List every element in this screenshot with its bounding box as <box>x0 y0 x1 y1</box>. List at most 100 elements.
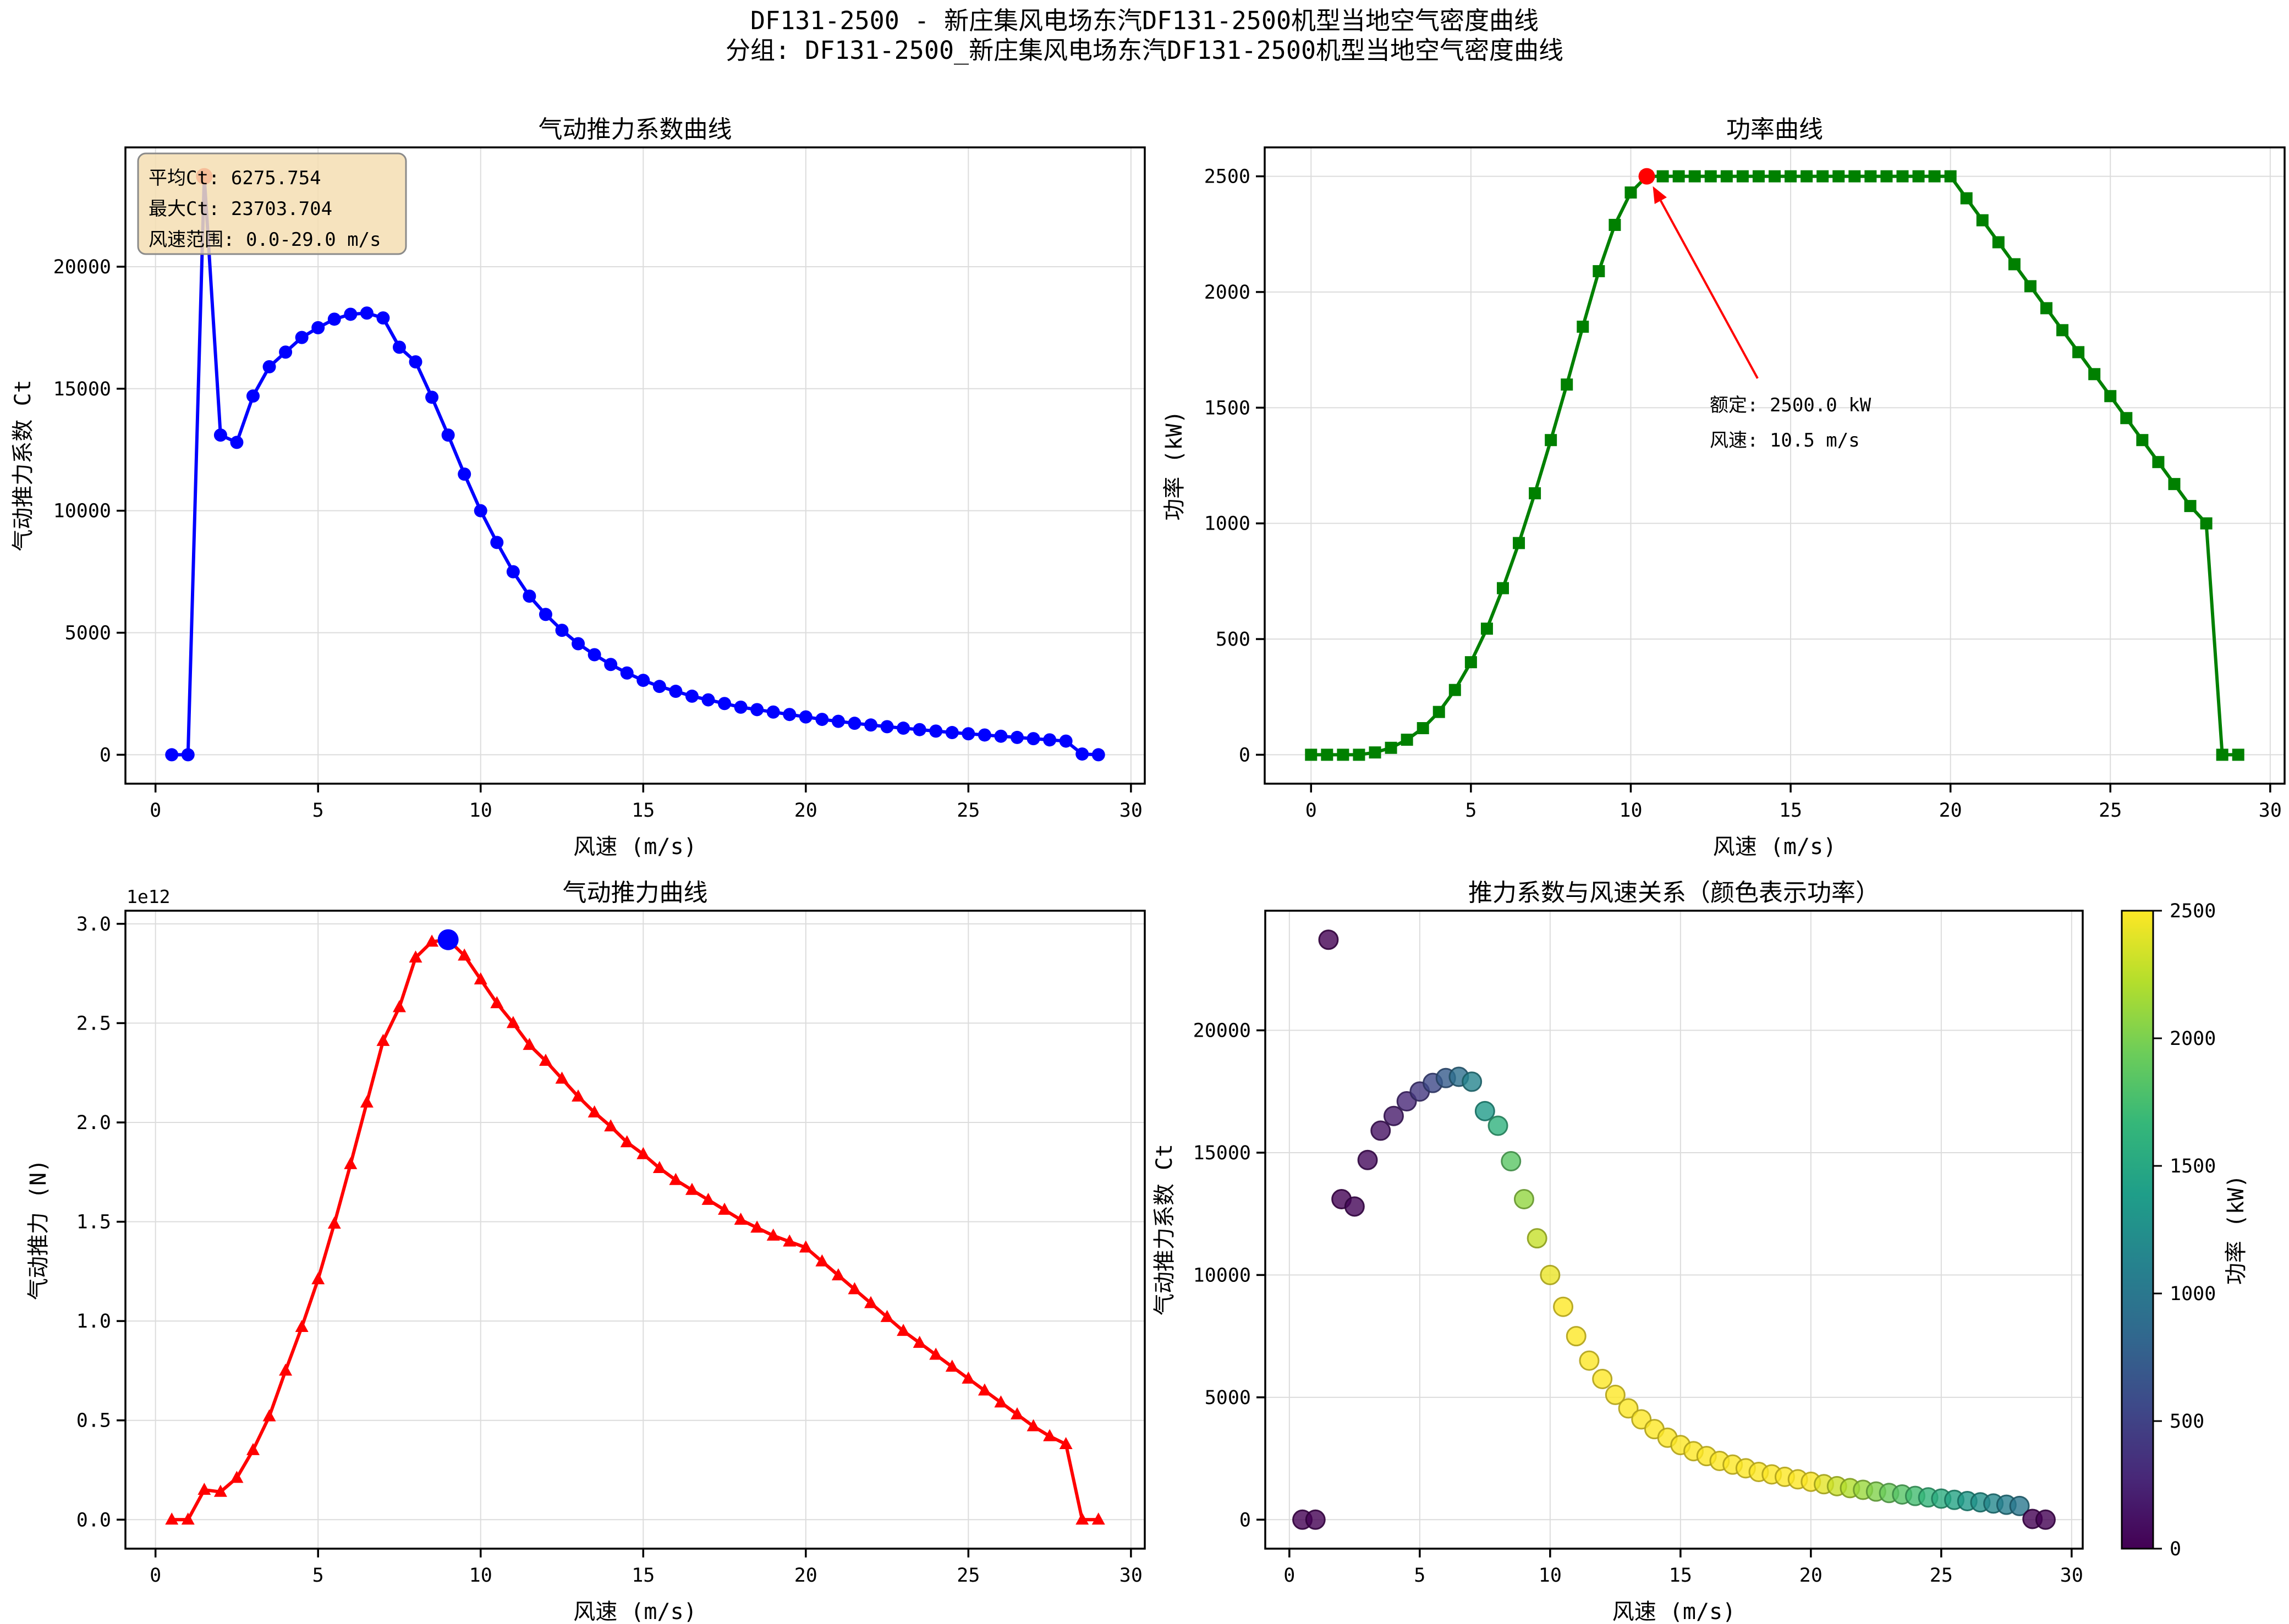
x-tick-label: 25 <box>957 1565 980 1587</box>
y-tick-label: 10000 <box>53 500 111 522</box>
x-tick-label: 20 <box>794 1565 817 1587</box>
x-axis-label: 风速 (m/s) <box>573 1599 697 1624</box>
y-tick-label: 1.0 <box>76 1311 111 1333</box>
y-tick-label: 15000 <box>1193 1142 1251 1164</box>
grid <box>125 911 1145 1549</box>
x-tick-label: 0 <box>150 1565 161 1587</box>
stats-line: 平均Ct: 6275.754 <box>149 167 321 189</box>
y-tick-label: 20000 <box>1193 1020 1251 1042</box>
scatter-point <box>1370 1120 1391 1141</box>
chart-thrust-curve: 0 5 10 15 20 25 30 0.0 0.5 1.0 1.5 2.0 2.5 3.0 气动推力曲线风… <box>26 879 1146 1624</box>
colorbar-tick-label: 500 <box>2170 1411 2204 1433</box>
x-axis-label: 风速 (m/s) <box>573 834 697 860</box>
x-tick-label: 0 <box>150 800 161 822</box>
scatter-point <box>1527 1228 1547 1249</box>
scatter-point <box>1357 1149 1378 1170</box>
y-tick-label: 10000 <box>1193 1264 1251 1286</box>
y-tick-label: 0 <box>100 744 111 766</box>
series-markers <box>165 932 1105 1525</box>
stats-line: 风速范围: 0.0-29.0 m/s <box>149 229 381 251</box>
y-axis-label: 气动推力 (N) <box>26 1159 51 1300</box>
x-tick-label: 5 <box>1414 1565 1425 1587</box>
y-tick-label: 0.5 <box>76 1410 111 1432</box>
stats-line: 最大Ct: 23703.704 <box>149 198 332 220</box>
scatter-point <box>1462 1071 1483 1092</box>
x-axis-label: 风速 (m/s) <box>1612 1599 1736 1624</box>
scatter-point <box>1318 929 1339 950</box>
y-tick-label: 2.0 <box>76 1112 111 1134</box>
y-tick-label: 0.0 <box>76 1509 111 1531</box>
series-line <box>170 174 1100 757</box>
axes-ticks: 0 5 10 15 20 25 30 0 5000 10000 15000 20000 <box>1193 1020 2083 1587</box>
scatter-point <box>1501 1151 1522 1172</box>
x-tick-label: 5 <box>312 1565 324 1587</box>
x-tick-label: 5 <box>312 800 324 822</box>
scatter-point <box>1474 1100 1495 1121</box>
y-tick-label: 5000 <box>65 623 111 645</box>
scatter-point <box>1618 1398 1639 1419</box>
colorbar-tick-label: 0 <box>2170 1538 2181 1560</box>
scatter-point <box>1605 1384 1626 1405</box>
chart-ct-curve: 平均Ct: 6275.754 最大Ct: 23703.704 风速范围: 0.0-2… <box>10 115 1146 860</box>
x-tick-label: 30 <box>1119 800 1143 822</box>
x-tick-label: 10 <box>1619 800 1642 822</box>
scatter-point <box>1383 1105 1404 1126</box>
y-tick-label: 0 <box>1239 744 1250 766</box>
series-markers <box>1305 170 2244 761</box>
scatter-point <box>1513 1188 1534 1209</box>
series-markers <box>165 169 1105 762</box>
chart-power-curve: 额定: 2500.0 kW 风速: 10.5 m/s 0 5 10 15 20 25 30 0 50… <box>1162 115 2286 860</box>
y-tick-label: 1500 <box>1204 397 1250 419</box>
x-axis-label: 风速 (m/s) <box>1713 834 1837 860</box>
x-tick-label: 10 <box>469 1565 492 1587</box>
x-tick-label: 20 <box>1799 1565 1823 1587</box>
axes-ticks: 0 5 10 15 20 25 30 0 5000 10000 15000 20000 <box>53 256 1143 822</box>
scatter-point <box>1566 1326 1587 1347</box>
colorbar-label: 功率 (kW) <box>2224 1175 2249 1285</box>
colorbar: 0 500 1000 1500 2000 2500 功率 (kW) <box>2121 900 2249 1560</box>
x-tick-label: 10 <box>1539 1565 1562 1587</box>
y-axis-label: 功率 (kW) <box>1162 410 1187 520</box>
x-tick-label: 25 <box>1930 1565 1953 1587</box>
colorbar-tick-label: 2500 <box>2170 900 2216 922</box>
grid <box>1265 911 2083 1549</box>
y-tick-label: 2000 <box>1204 282 1250 304</box>
chart-title: 气动推力系数曲线 <box>539 115 732 144</box>
y-tick-label: 0 <box>1239 1509 1251 1531</box>
colorbar-tick-label: 2000 <box>2170 1028 2216 1050</box>
grid <box>1265 147 2285 784</box>
scatter-point <box>1305 1509 1326 1530</box>
annotation-arrow-head <box>1653 186 1667 204</box>
max-thrust-marker <box>437 929 459 950</box>
x-tick-label: 30 <box>2259 800 2282 822</box>
y-tick-label: 2500 <box>1204 166 1250 188</box>
y-tick-label: 5000 <box>1205 1387 1251 1409</box>
colorbar-gradient <box>2121 910 2154 1550</box>
y-tick-label: 15000 <box>53 378 111 400</box>
axes-ticks: 0 5 10 15 20 25 30 0.0 0.5 1.0 1.5 2.0 2.5 3.0 <box>76 913 1143 1587</box>
series-line <box>1309 174 2240 757</box>
y-axis-label: 气动推力系数 Ct <box>1152 1144 1177 1315</box>
chart-title: 功率曲线 <box>1726 115 1823 144</box>
axes-spines <box>124 910 1146 1550</box>
rated-power-marker <box>1638 168 1655 185</box>
axes-spines <box>1264 146 2286 785</box>
grid <box>125 147 1145 784</box>
axes-ticks: 0 5 10 15 20 25 30 0 500 1000 1500 2000 2500 <box>1204 166 2282 822</box>
y-tick-label: 1000 <box>1204 513 1250 535</box>
scatter-point <box>1553 1296 1574 1317</box>
stats-annotation-box: 平均Ct: 6275.754 最大Ct: 23703.704 风速范围: 0.0-2… <box>137 152 407 255</box>
x-tick-label: 15 <box>1669 1565 1692 1587</box>
x-tick-label: 25 <box>2099 800 2122 822</box>
x-tick-label: 30 <box>1119 1565 1143 1587</box>
callout-line: 额定: 2500.0 kW <box>1710 394 1871 416</box>
y-tick-label: 20000 <box>53 256 111 278</box>
annotation-arrow-line <box>1660 200 1759 379</box>
y-tick-label: 3.0 <box>76 913 111 935</box>
scatter-point <box>2009 1495 2030 1516</box>
scatter-point <box>1344 1196 1365 1217</box>
figure-title-line1: DF131-2500 - 新庄集风电场东汽DF131-2500机型当地空气密度曲… <box>750 6 1539 35</box>
scatter-point <box>1540 1264 1561 1285</box>
